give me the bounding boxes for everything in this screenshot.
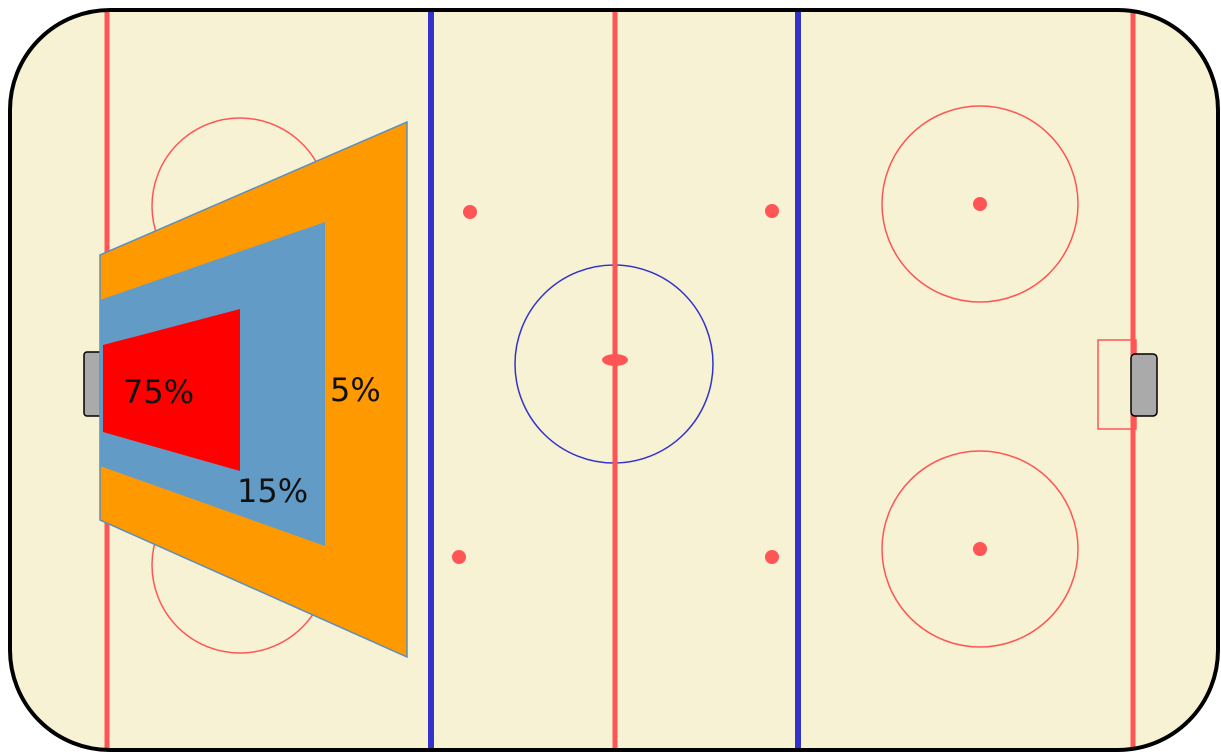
faceoff-dot [452, 550, 466, 564]
faceoff-dot [765, 550, 779, 564]
zone-label: 75% [123, 373, 194, 411]
faceoff-dot [973, 542, 987, 556]
zone-inner [103, 309, 240, 471]
markings [83, 10, 1158, 750]
faceoff-dot [463, 205, 477, 219]
zone-label: 15% [237, 472, 308, 510]
faceoff-circle [881, 105, 1079, 303]
zone-label: 5% [330, 371, 381, 409]
center-dot [602, 354, 628, 366]
rink-border [8, 8, 1220, 752]
faceoff-circle [881, 450, 1079, 648]
goal [1130, 353, 1158, 417]
faceoff-dot [765, 204, 779, 218]
faceoff-dot [973, 197, 987, 211]
